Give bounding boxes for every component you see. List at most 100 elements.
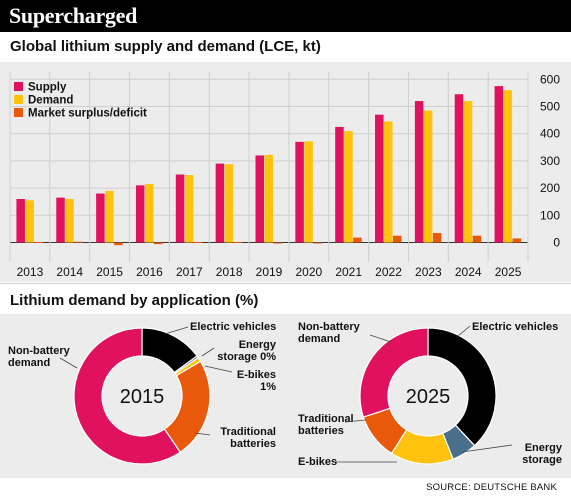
bar-supply-2024 xyxy=(454,94,464,243)
x-tick-label: 2018 xyxy=(216,265,243,279)
leader-line xyxy=(201,347,215,357)
slice-label: Traditional xyxy=(220,426,276,438)
slice-label: E-bikes xyxy=(237,369,276,381)
source-note: SOURCE: DEUTSCHE BANK xyxy=(426,482,557,493)
y-tick-label: 600 xyxy=(540,72,560,86)
slice-label: storage xyxy=(522,454,562,466)
slice-label: Electric vehicles xyxy=(190,321,276,333)
legend-swatch xyxy=(14,95,23,104)
bar-market-surplus-deficit-2022 xyxy=(393,235,402,243)
bar-market-surplus-deficit-2013 xyxy=(34,241,43,243)
leader-line xyxy=(461,444,513,453)
bar-supply-2019 xyxy=(255,155,264,243)
y-tick-label: 0 xyxy=(553,236,560,250)
slice-label: 1% xyxy=(260,381,276,393)
bar-market-surplus-deficit-2020 xyxy=(313,242,322,244)
y-tick-label: 100 xyxy=(540,208,560,222)
slice-non-battery-demand xyxy=(73,327,182,465)
bar-supply-2018 xyxy=(215,163,225,243)
slice-label: batteries xyxy=(298,425,344,437)
bar-demand-2014 xyxy=(65,198,74,243)
header-bar xyxy=(0,0,571,32)
bar-market-surplus-deficit-2025 xyxy=(512,238,522,243)
leader-line xyxy=(59,357,78,369)
bar-chart-title: Global lithium supply and demand (LCE, k… xyxy=(10,38,321,55)
bar-chart: 0 100 200 300 400 500 600 2013 2014 2015 2016 2017 2… xyxy=(9,72,560,279)
legend-label: Market surplus/deficit xyxy=(28,108,147,120)
x-tick-label: 2013 xyxy=(17,265,44,279)
bar-demand-2015 xyxy=(105,190,114,243)
slice-label: E-bikes xyxy=(298,456,337,468)
section-divider xyxy=(0,283,571,284)
x-tick-label: 2022 xyxy=(375,265,402,279)
bar-demand-2022 xyxy=(384,121,393,243)
x-tick-label: 2024 xyxy=(455,265,482,279)
bar-demand-2024 xyxy=(463,101,473,243)
bar-market-surplus-deficit-2019 xyxy=(273,242,282,244)
leader-line xyxy=(194,432,211,436)
y-tick-label: 300 xyxy=(540,154,560,168)
y-tick-label: 500 xyxy=(540,100,560,114)
x-tick-label: 2020 xyxy=(295,265,322,279)
x-tick-label: 2023 xyxy=(415,265,442,279)
bar-demand-2023 xyxy=(423,110,433,243)
slice-label: demand xyxy=(8,357,50,369)
bar-supply-2015 xyxy=(96,193,105,243)
legend-label: Supply xyxy=(28,82,67,94)
bar-supply-2016 xyxy=(135,185,145,243)
x-tick-label: 2019 xyxy=(256,265,283,279)
slice-label: Energy xyxy=(525,442,563,454)
bar-supply-2021 xyxy=(335,126,344,243)
bar-demand-2016 xyxy=(144,184,154,243)
donut-section-title: Lithium demand by application (%) xyxy=(10,292,259,309)
bar-supply-2020 xyxy=(295,141,304,243)
bar-chart-panel xyxy=(0,62,571,282)
x-tick-label: 2014 xyxy=(56,265,83,279)
legend-label: Demand xyxy=(28,95,73,107)
leader-line xyxy=(457,325,471,337)
slice-label: Energy xyxy=(239,339,277,351)
bar-demand-2021 xyxy=(344,130,353,243)
legend-swatch xyxy=(14,82,23,91)
bar-supply-2023 xyxy=(414,101,424,243)
bar-supply-2022 xyxy=(375,114,384,243)
x-tick-label: 2015 xyxy=(96,265,123,279)
bar-demand-2013 xyxy=(25,200,34,243)
x-tick-label: 2016 xyxy=(136,265,163,279)
bar-market-surplus-deficit-2014 xyxy=(74,241,83,243)
bar-supply-2013 xyxy=(16,198,25,243)
slice-non-battery-demand xyxy=(359,327,429,418)
bar-market-surplus-deficit-2016 xyxy=(153,242,163,245)
donut-center-label: 2025 xyxy=(406,386,451,408)
bar-market-surplus-deficit-2021 xyxy=(353,237,362,243)
bar-demand-2019 xyxy=(264,154,273,243)
slice-label: storage 0% xyxy=(217,351,276,363)
slice-label: batteries xyxy=(230,438,276,450)
bar-demand-2020 xyxy=(304,141,313,243)
y-tick-label: 200 xyxy=(540,181,560,195)
x-tick-label: 2017 xyxy=(176,265,203,279)
leader-line xyxy=(204,365,233,373)
slice-label: Non-battery xyxy=(8,345,71,357)
slice-label: Traditional xyxy=(298,413,354,425)
bar-supply-2014 xyxy=(56,197,65,243)
x-tick-label: 2021 xyxy=(335,265,362,279)
leader-line xyxy=(344,419,367,423)
donut-center-label: 2015 xyxy=(120,386,165,408)
bar-market-surplus-deficit-2018 xyxy=(233,241,243,243)
page-title: Supercharged xyxy=(9,3,138,28)
slice-label: demand xyxy=(298,333,340,345)
slice-label: Electric vehicles xyxy=(472,321,558,333)
bar-demand-2017 xyxy=(184,175,194,243)
slice-label: Non-battery xyxy=(298,321,361,333)
bar-supply-2017 xyxy=(175,174,185,243)
bar-market-surplus-deficit-2015 xyxy=(114,242,123,246)
slice-electric-vehicles xyxy=(427,327,497,447)
bar-market-surplus-deficit-2024 xyxy=(472,235,482,243)
bar-supply-2025 xyxy=(494,86,504,243)
legend-swatch xyxy=(14,108,23,117)
bar-market-surplus-deficit-2017 xyxy=(193,241,203,243)
y-tick-label: 400 xyxy=(540,127,560,141)
leader-line xyxy=(164,326,189,335)
